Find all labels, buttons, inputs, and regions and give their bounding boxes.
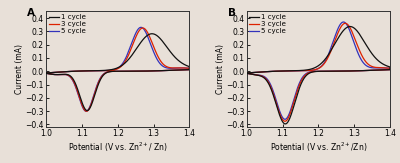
5 cycle — [95, 83, 100, 85]
1 cycle — [333, 42, 338, 44]
3 cycle — [84, 110, 89, 112]
5 cycle — [333, 34, 338, 36]
1 cycle — [374, 69, 379, 71]
5 cycle — [49, 73, 54, 75]
1 cycle — [150, 33, 154, 35]
3 cycle — [62, 71, 66, 73]
5 cycle — [174, 69, 178, 71]
X-axis label: Potential (V vs. Zn$^{2+}$/Zn): Potential (V vs. Zn$^{2+}$/Zn) — [270, 141, 367, 154]
5 cycle — [244, 72, 249, 74]
Line: 3 cycle: 3 cycle — [46, 28, 189, 111]
5 cycle — [262, 71, 267, 73]
5 cycle — [184, 67, 188, 69]
1 cycle — [250, 73, 254, 75]
3 cycle — [184, 67, 188, 69]
3 cycle — [282, 120, 287, 122]
Text: A: A — [27, 8, 35, 18]
1 cycle — [244, 72, 249, 74]
Line: 3 cycle: 3 cycle — [247, 23, 390, 121]
1 cycle — [262, 71, 267, 73]
Legend: 1 cycle, 3 cycle, 5 cycle: 1 cycle, 3 cycle, 5 cycle — [249, 14, 287, 35]
1 cycle — [44, 72, 48, 74]
3 cycle — [174, 69, 178, 71]
3 cycle — [244, 72, 249, 74]
3 cycle — [44, 72, 48, 74]
3 cycle — [296, 87, 300, 89]
3 cycle — [132, 38, 137, 40]
5 cycle — [244, 72, 249, 74]
3 cycle — [140, 27, 145, 29]
3 cycle — [262, 71, 267, 73]
1 cycle — [348, 26, 352, 28]
3 cycle — [333, 38, 338, 40]
3 cycle — [384, 67, 389, 69]
3 cycle — [244, 72, 249, 74]
1 cycle — [296, 91, 300, 93]
1 cycle — [174, 69, 178, 71]
1 cycle — [85, 110, 90, 111]
5 cycle — [282, 118, 287, 120]
Legend: 1 cycle, 3 cycle, 5 cycle: 1 cycle, 3 cycle, 5 cycle — [48, 14, 86, 35]
5 cycle — [44, 72, 48, 74]
5 cycle — [84, 110, 88, 112]
5 cycle — [250, 73, 254, 75]
1 cycle — [62, 71, 66, 73]
3 cycle — [95, 84, 100, 86]
5 cycle — [296, 85, 300, 87]
1 cycle — [44, 72, 48, 74]
1 cycle — [184, 64, 188, 66]
3 cycle — [374, 69, 379, 71]
1 cycle — [132, 50, 137, 52]
5 cycle — [374, 69, 379, 71]
Line: 1 cycle: 1 cycle — [247, 27, 390, 124]
Line: 1 cycle: 1 cycle — [46, 34, 189, 111]
X-axis label: Potential (V vs. Zn$^{2+}$/ Zn): Potential (V vs. Zn$^{2+}$/ Zn) — [68, 141, 168, 154]
5 cycle — [384, 67, 389, 69]
5 cycle — [44, 72, 48, 74]
1 cycle — [49, 73, 54, 75]
3 cycle — [343, 22, 348, 24]
1 cycle — [95, 86, 100, 88]
3 cycle — [250, 73, 254, 75]
Line: 5 cycle: 5 cycle — [46, 27, 189, 111]
3 cycle — [49, 73, 54, 75]
1 cycle — [244, 72, 249, 74]
5 cycle — [341, 21, 346, 23]
1 cycle — [384, 65, 389, 67]
Y-axis label: Current (mA): Current (mA) — [216, 44, 225, 94]
3 cycle — [44, 72, 48, 74]
Line: 5 cycle: 5 cycle — [247, 22, 390, 119]
Text: B: B — [228, 8, 236, 18]
Y-axis label: Current (mA): Current (mA) — [15, 44, 24, 94]
5 cycle — [132, 34, 137, 36]
1 cycle — [283, 123, 288, 125]
5 cycle — [62, 71, 66, 73]
5 cycle — [138, 26, 143, 28]
